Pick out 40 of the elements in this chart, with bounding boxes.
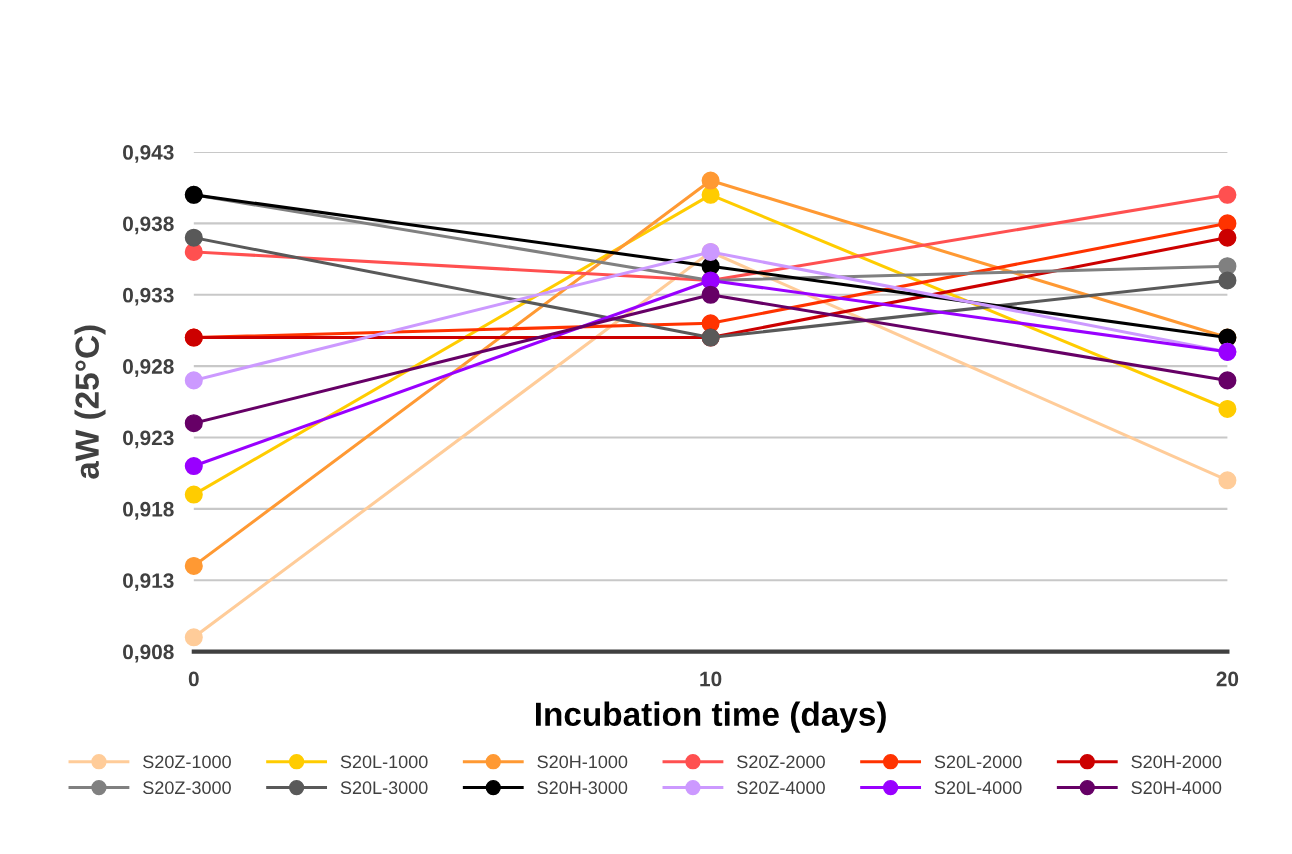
point <box>1218 185 1237 204</box>
legend-label: S20H-4000 <box>1131 781 1222 795</box>
y-tick-label: 0,943 <box>123 145 174 163</box>
point <box>701 171 720 190</box>
point <box>184 457 203 476</box>
legend-label: S20L-1000 <box>340 755 428 769</box>
y-tick-label: 0,918 <box>123 501 174 520</box>
point <box>1218 399 1237 418</box>
point <box>184 228 203 247</box>
x-tick-label: 20 <box>1216 671 1239 687</box>
point <box>701 285 720 304</box>
legend-label: S20L-4000 <box>934 781 1022 795</box>
y-tick-label: 0,938 <box>123 216 174 235</box>
point <box>1218 271 1237 290</box>
legend-label: S20Z-2000 <box>737 755 825 769</box>
point <box>184 556 203 575</box>
y-tick-label: 0,923 <box>123 430 174 449</box>
y-tick-label: 0,913 <box>123 573 174 592</box>
point <box>184 485 203 504</box>
y-tick-label: 0,908 <box>123 644 174 663</box>
legend-label: S20Z-3000 <box>143 781 231 795</box>
legend-label: S20H-1000 <box>537 755 628 769</box>
point <box>1218 371 1237 390</box>
x-tick-label: 10 <box>700 671 722 687</box>
point <box>184 414 203 433</box>
legend-label: S20Z-4000 <box>737 781 825 795</box>
x-tick-label: 0 <box>188 671 199 687</box>
y-tick-label: 0,933 <box>123 287 174 306</box>
x-axis-title: Incubation time (days) <box>535 701 886 733</box>
point <box>184 628 203 647</box>
point <box>1218 228 1237 247</box>
legend-label: S20H-2000 <box>1131 755 1222 769</box>
legend-label: S20L-3000 <box>340 781 428 795</box>
y-axis-title: aW (25°C) <box>74 325 106 479</box>
legend-label: S20Z-1000 <box>143 755 231 769</box>
point <box>184 371 203 390</box>
point <box>1218 471 1237 490</box>
y-tick-label: 0,928 <box>123 359 174 377</box>
legend-label: S20L-2000 <box>934 755 1022 769</box>
legend-label: S20H-3000 <box>537 781 628 795</box>
